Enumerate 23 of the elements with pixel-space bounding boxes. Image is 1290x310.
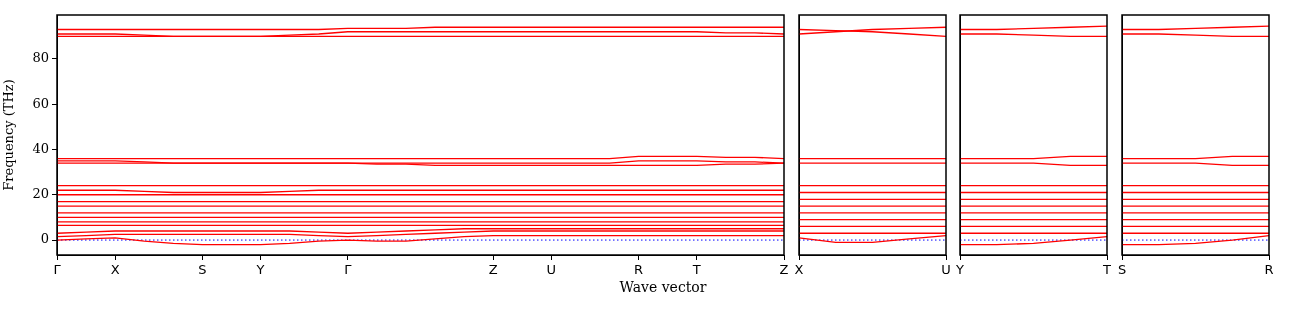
x-tick-label: R <box>634 262 644 278</box>
x-tick-label: T <box>691 262 701 278</box>
x-tick-label: X <box>794 262 804 278</box>
x-axis-title: Wave vector <box>619 279 707 295</box>
y-tick-label: 60 <box>32 95 49 111</box>
x-tick-label: X <box>110 262 120 278</box>
y-tick-label: 20 <box>32 186 49 202</box>
x-tick-label: S <box>1117 262 1127 278</box>
y-tick-label: 40 <box>32 140 49 156</box>
x-tick-label: Z <box>488 262 498 278</box>
y-tick-label: 80 <box>32 50 49 66</box>
x-tick-label: Z <box>779 262 789 278</box>
x-tick-label: Γ <box>344 262 353 278</box>
y-tick-label: 0 <box>40 231 49 247</box>
x-tick-label: Y <box>255 262 265 278</box>
x-tick-label: S <box>198 262 207 278</box>
x-tick-label: T <box>1102 262 1112 278</box>
y-axis-title: Frequency (THz) <box>1 79 17 191</box>
x-tick-label: U <box>941 262 951 278</box>
x-tick-label: Y <box>955 262 965 278</box>
x-tick-label: Γ <box>53 262 62 278</box>
x-tick-label: U <box>546 262 557 278</box>
x-tick-label: R <box>1264 262 1274 278</box>
